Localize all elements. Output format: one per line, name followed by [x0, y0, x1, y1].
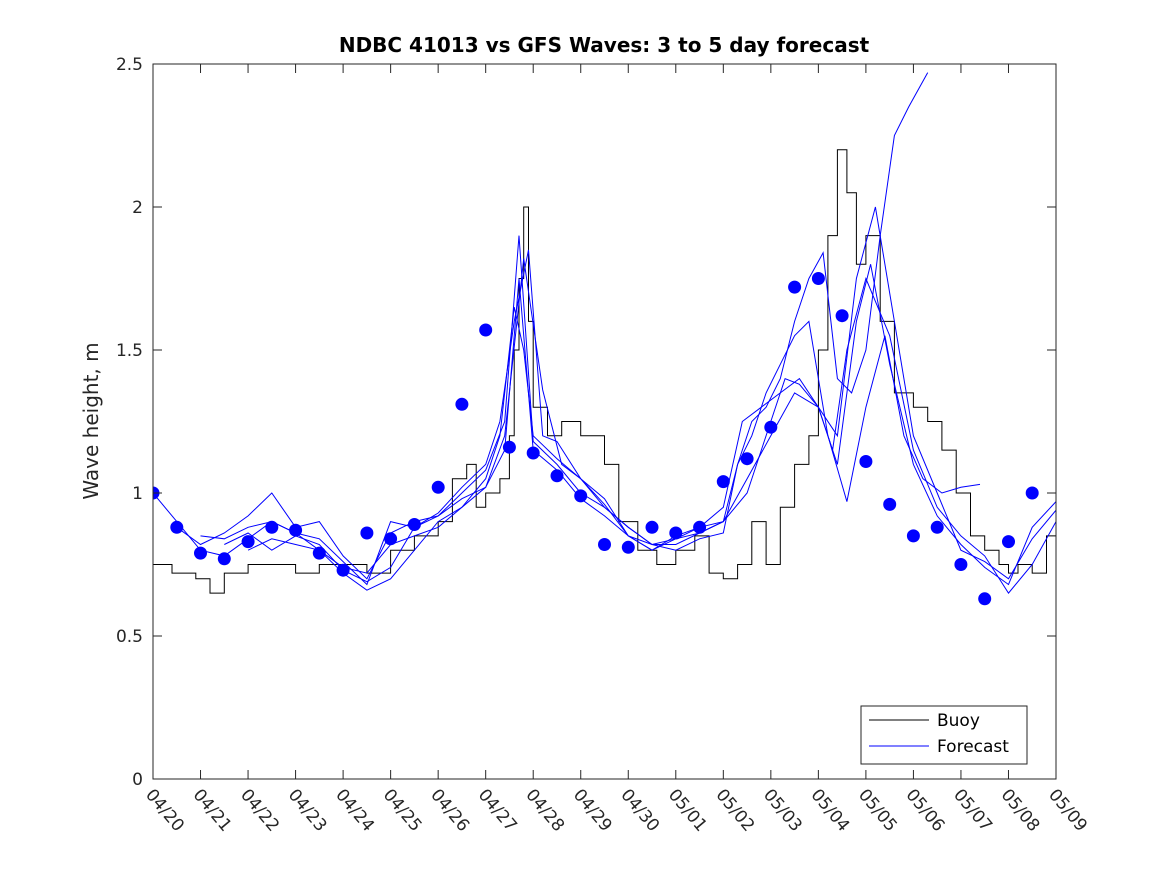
marker-point — [360, 526, 374, 540]
marker-point — [479, 323, 493, 337]
y-axis-label: Wave height, m — [79, 342, 103, 499]
y-tick-label: 1 — [132, 484, 143, 504]
marker-point — [550, 469, 564, 483]
marker-point — [431, 480, 445, 494]
axes-box — [152, 63, 1057, 780]
marker-point — [693, 520, 707, 534]
marker-point — [217, 552, 231, 566]
legend-box — [860, 705, 1028, 765]
marker-point — [598, 538, 611, 551]
y-tick-label: 2.5 — [116, 55, 143, 75]
marker-point — [407, 518, 421, 531]
marker-point — [455, 397, 469, 411]
y-tick-label: 1.5 — [116, 341, 143, 361]
marker-point — [764, 420, 778, 434]
marker-point — [312, 546, 326, 560]
marker-point — [1025, 486, 1039, 500]
marker-point — [930, 520, 944, 534]
marker-point — [716, 475, 730, 489]
marker-point — [194, 546, 207, 560]
series-line-5 — [247, 258, 981, 591]
series-line-3 — [200, 206, 1056, 586]
plot-area — [153, 72, 1056, 606]
marker-point — [835, 309, 849, 323]
marker-point — [241, 535, 255, 549]
marker-point — [336, 563, 350, 577]
y-tick-label: 0.5 — [116, 627, 143, 647]
marker-point — [859, 455, 873, 468]
chart-title: NDBC 41013 vs GFS Waves: 3 to 5 day fore… — [339, 33, 870, 57]
series-line-0 — [153, 149, 1056, 594]
marker-point — [669, 526, 683, 540]
marker-point — [906, 529, 920, 543]
marker-point — [811, 272, 825, 285]
legend-buoy-label: Buoy — [937, 711, 980, 731]
marker-point — [265, 520, 279, 534]
marker-point — [502, 440, 516, 454]
marker-point — [384, 532, 398, 546]
marker-point — [621, 540, 635, 554]
marker-point — [788, 280, 802, 294]
marker-point — [526, 446, 540, 460]
marker-point — [289, 523, 303, 537]
series-line-4 — [224, 72, 929, 583]
y-tick-label: 2 — [132, 198, 143, 218]
marker-point — [740, 452, 754, 466]
legend-forecast-label: Forecast — [937, 737, 1009, 757]
marker-point — [954, 558, 968, 571]
marker-point — [1002, 535, 1015, 549]
y-tick-label: 0 — [132, 770, 143, 790]
marker-point — [645, 520, 659, 534]
marker-point — [574, 489, 588, 503]
marker-point — [978, 592, 992, 606]
marker-point — [170, 520, 184, 534]
legend: Buoy Forecast — [860, 705, 1028, 765]
marker-point — [883, 497, 897, 511]
series-line-1 — [153, 276, 1056, 594]
